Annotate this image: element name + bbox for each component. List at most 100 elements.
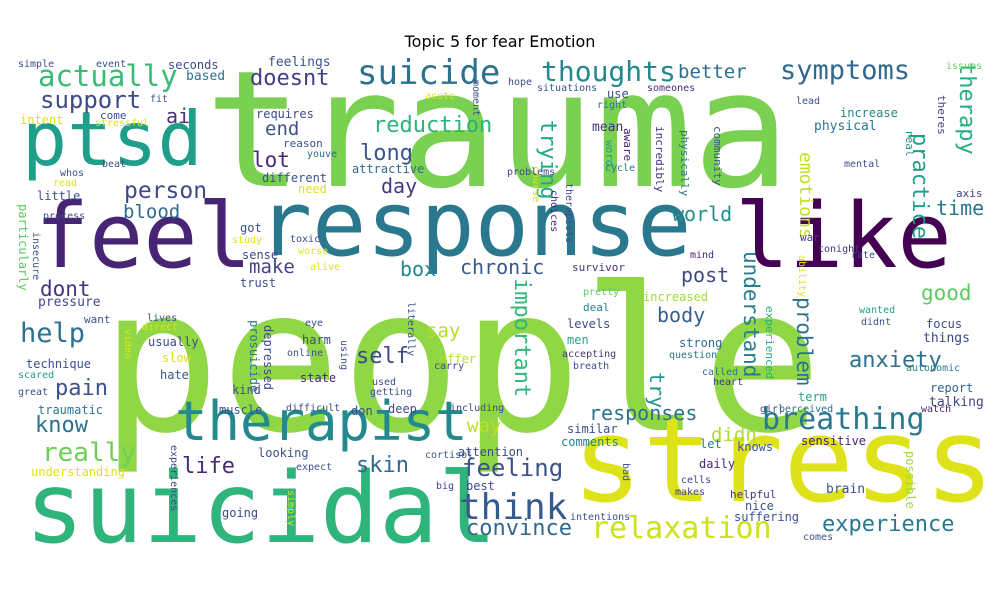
word-situations: situations: [537, 83, 598, 94]
word-kind: kind: [232, 383, 261, 397]
word-didn: didn: [711, 424, 757, 446]
word-intentions: intentions: [570, 512, 631, 523]
word-really: really: [42, 438, 136, 468]
word-rate: rate: [851, 250, 876, 261]
word-going: going: [222, 506, 259, 520]
word-seconds: seconds: [168, 58, 219, 72]
word-wanted: wanted: [859, 305, 896, 316]
word-used: used: [372, 377, 397, 388]
word-good: good: [921, 281, 972, 305]
word-pressure: pressure: [38, 295, 101, 310]
word-doesnt: doesnt: [250, 66, 330, 91]
word-brain: brain: [826, 482, 866, 497]
word-pain: pain: [55, 376, 108, 401]
word-event: event: [96, 59, 127, 70]
word-heart: heart: [713, 377, 744, 388]
word-problem: problem: [792, 297, 816, 386]
word-online: online: [287, 348, 324, 359]
word-ai: ai: [166, 104, 191, 128]
word-carry: carry: [434, 361, 465, 372]
word-response: response: [258, 172, 692, 277]
word-increased: increased: [643, 290, 709, 304]
word-state: state: [300, 371, 337, 385]
word-person: person: [124, 178, 208, 204]
word-slow: slow: [162, 351, 191, 365]
word-insecure: insecure: [30, 232, 41, 281]
word-ptsd: ptsd: [22, 95, 203, 183]
word-accepting: accepting: [562, 349, 617, 360]
word-comes: comes: [803, 532, 834, 543]
word-watch: watch: [921, 404, 952, 415]
word-problems: problems: [507, 167, 556, 178]
word-suffering: suffering: [734, 510, 800, 524]
word-experiences: experiences: [168, 445, 179, 512]
word-skin: skin: [356, 453, 409, 478]
word-like: like: [735, 184, 952, 289]
word-breathing: breathing: [762, 402, 925, 437]
word-great: great: [18, 387, 49, 398]
word-anxiety: anxiety: [849, 348, 942, 373]
word-axis: axis: [956, 187, 983, 200]
word-therapist: therapist: [175, 390, 468, 453]
word-comments: comments: [561, 435, 619, 449]
word-hate: hate: [160, 368, 189, 382]
word-alive: alive: [310, 262, 341, 273]
word-eye: eye: [305, 318, 324, 329]
word-blood: blood: [123, 201, 181, 223]
word-deal: deal: [583, 301, 610, 314]
word-therapy: therapy: [954, 62, 979, 155]
word-know: know: [35, 413, 88, 438]
word-need: need: [298, 182, 327, 196]
word-tonight: tonight: [818, 244, 861, 255]
word-sensitive: sensitive: [801, 434, 867, 448]
word-long: long: [360, 141, 413, 166]
word-convince: convince: [466, 516, 572, 541]
word-girl: girl: [760, 404, 785, 415]
word-ability: ability: [796, 255, 807, 298]
word-trauma: trauma: [205, 37, 791, 225]
word-post: post: [681, 263, 730, 287]
word-reduction: reduction: [373, 113, 493, 138]
word-called: called: [702, 367, 739, 378]
word-strong: strong: [679, 336, 723, 350]
word-world: world: [672, 202, 733, 226]
word-stress: stress: [572, 392, 995, 529]
word-attractive: attractive: [352, 162, 425, 176]
word-whos: whos: [60, 168, 85, 179]
word-report: report: [930, 381, 974, 395]
word-offer: offer: [440, 352, 477, 366]
word-term: term: [798, 390, 827, 404]
word-levels: levels: [567, 317, 611, 331]
word-makes: makes: [675, 487, 706, 498]
word-knows: knows: [737, 440, 774, 454]
word-want: want: [84, 313, 111, 326]
word-help: help: [20, 318, 86, 349]
word-important: important: [509, 278, 534, 398]
word-moment: moment: [470, 80, 481, 117]
word-issues: issues: [946, 61, 983, 72]
word-got: got: [240, 221, 262, 235]
word-nice: nice: [745, 499, 774, 513]
word-deep: deep: [388, 402, 417, 416]
word-someones: someones: [647, 83, 696, 94]
word-depressed: depressed: [261, 325, 275, 391]
word-feel: feel: [35, 184, 252, 289]
word-mental: mental: [844, 159, 881, 170]
word-cells: cells: [681, 475, 712, 486]
word-mean: mean: [592, 120, 624, 135]
word-box: box: [400, 257, 437, 281]
word-think: think: [459, 487, 568, 528]
word-physical: physical: [814, 119, 877, 134]
word-including: including: [450, 403, 505, 414]
word-stressful: stressful: [95, 118, 150, 129]
word-using: using: [338, 340, 349, 371]
word-little: little: [37, 189, 81, 203]
word-looking: looking: [258, 446, 309, 460]
word-understand: understand: [739, 251, 763, 378]
word-getting: getting: [370, 387, 413, 398]
word-thoughts: thoughts: [541, 55, 676, 88]
word-increase: increase: [840, 106, 898, 120]
word-video: video: [122, 329, 133, 360]
word-mind: mind: [690, 250, 715, 261]
